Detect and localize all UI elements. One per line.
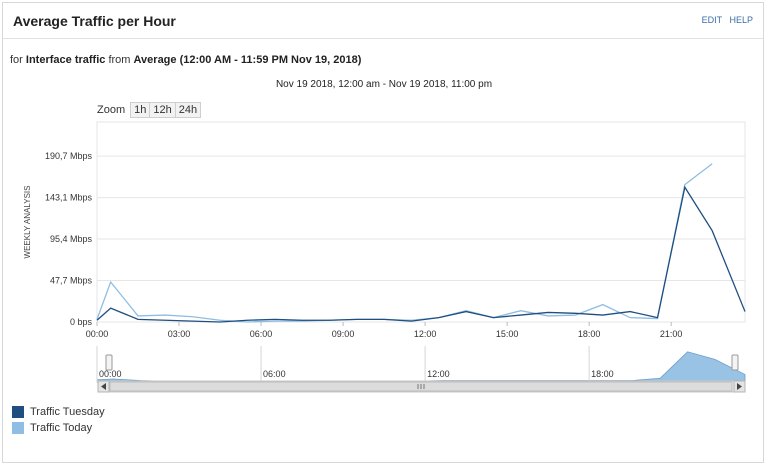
arrow-left-icon	[101, 383, 106, 390]
legend-swatch-today	[12, 422, 24, 434]
widget-title: Average Traffic per Hour	[13, 13, 176, 29]
series-line-tuesday	[96, 185, 746, 323]
x-tick-label: 15:00	[496, 329, 519, 339]
legend-label-tuesday: Traffic Tuesday	[30, 406, 105, 418]
subtitle-metric: Interface traffic	[25, 54, 106, 66]
y-tick-label: 95,4 Mbps	[50, 234, 93, 244]
zoom-24h-button[interactable]: 24h	[174, 102, 202, 118]
zoom-12h-button[interactable]: 12h	[149, 102, 176, 118]
subtitle-range: Average (12:00 AM - 11:59 PM Nov 19, 201…	[133, 54, 362, 66]
navigator-tick-label: 18:00	[591, 369, 614, 379]
navigator-tick-label: 00:00	[99, 369, 122, 379]
edit-link[interactable]: EDIT	[701, 15, 722, 25]
y-tick-label: 190,7 Mbps	[45, 151, 93, 161]
y-tick-label: 47,7 Mbps	[50, 276, 93, 286]
chart-subtitle: for Interface traffic from Average (12:0…	[10, 54, 361, 66]
arrow-right-icon	[737, 383, 742, 390]
widget-header: Average Traffic per Hour EDIT HELP	[3, 3, 763, 39]
x-tick-label: 09:00	[332, 329, 355, 339]
y-tick-label: 143,1 Mbps	[45, 193, 93, 203]
header-links: EDIT HELP	[697, 15, 753, 25]
y-tick-label: 0 bps	[70, 317, 93, 327]
chart-legend: Traffic Tuesday Traffic Today	[12, 406, 105, 438]
navigator-handle-left[interactable]	[105, 354, 113, 371]
zoom-1h-button[interactable]: 1h	[130, 102, 151, 118]
subtitle-prefix: for	[10, 54, 23, 66]
x-tick-label: 21:00	[660, 329, 683, 339]
navigator-handle-right[interactable]	[731, 354, 739, 371]
y-axis-label: WEEKLY ANALYSIS	[23, 186, 32, 259]
x-tick-label: 18:00	[578, 329, 601, 339]
legend-swatch-tuesday	[12, 406, 24, 418]
navigator-tick-label: 06:00	[263, 369, 286, 379]
zoom-control: Zoom 1h 12h 24h	[97, 102, 202, 118]
legend-item-tuesday[interactable]: Traffic Tuesday	[12, 406, 105, 418]
help-link[interactable]: HELP	[729, 15, 753, 25]
subtitle-from: from	[108, 54, 131, 66]
legend-item-today[interactable]: Traffic Today	[12, 422, 105, 434]
series-line-today	[96, 163, 713, 323]
zoom-label: Zoom	[97, 104, 126, 116]
navigator-tick-label: 12:00	[427, 369, 450, 379]
x-tick-label: 03:00	[168, 329, 191, 339]
x-tick-label: 06:00	[250, 329, 273, 339]
x-tick-label: 00:00	[86, 329, 109, 339]
x-tick-label: 12:00	[414, 329, 437, 339]
plot-frame	[96, 121, 746, 323]
legend-label-today: Traffic Today	[30, 422, 93, 434]
navigator-area	[96, 351, 746, 383]
date-range-label: Nov 19 2018, 12:00 am - Nov 19 2018, 11:…	[275, 79, 493, 90]
